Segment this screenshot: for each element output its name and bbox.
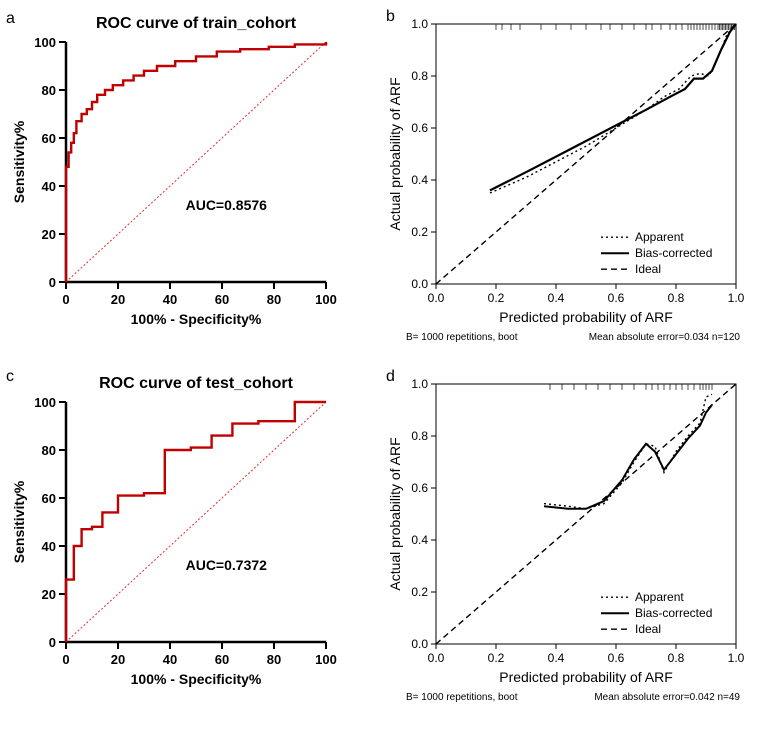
svg-text:0.8: 0.8 [668, 651, 685, 665]
svg-text:0.2: 0.2 [488, 651, 505, 665]
svg-text:ROC curve of test_cohort: ROC curve of test_cohort [99, 375, 293, 392]
svg-text:60: 60 [215, 292, 229, 307]
svg-text:0.6: 0.6 [608, 651, 625, 665]
roc-test-chart: 0 20 40 60 80 100 0 20 40 60 80 100 ROC curve of tes… [6, 366, 366, 706]
svg-text:0.6: 0.6 [608, 291, 625, 305]
svg-text:AUC=0.8576: AUC=0.8576 [186, 197, 268, 213]
svg-text:Actual probability of ARF: Actual probability of ARF [387, 77, 403, 230]
svg-text:0: 0 [49, 275, 56, 290]
calibration-test-chart: 0.0 0.2 0.4 0.6 0.8 1.0 0.0 0.2 0.4 0.6 0.8 1.0 Appa… [380, 368, 761, 738]
svg-text:0: 0 [62, 292, 69, 307]
svg-text:0.8: 0.8 [668, 291, 685, 305]
svg-text:Apparent: Apparent [635, 590, 684, 604]
svg-text:0.0: 0.0 [428, 291, 445, 305]
svg-text:Predicted probability of ARF: Predicted probability of ARF [499, 309, 673, 325]
svg-text:0.6: 0.6 [411, 481, 428, 495]
svg-text:B= 1000 repetitions, boot: B= 1000 repetitions, boot [406, 332, 518, 343]
svg-text:Ideal: Ideal [635, 622, 661, 636]
svg-text:0.6: 0.6 [411, 121, 428, 135]
svg-text:AUC=0.7372: AUC=0.7372 [186, 557, 268, 573]
svg-text:80: 80 [267, 652, 281, 667]
svg-text:60: 60 [42, 131, 56, 146]
svg-text:100: 100 [315, 292, 337, 307]
svg-text:0: 0 [62, 652, 69, 667]
svg-text:0.0: 0.0 [428, 651, 445, 665]
calibration-train-chart: 0.0 0.2 0.4 0.6 0.8 1.0 0.0 0.2 0.4 0.6 0.8 1.0 Appa… [380, 8, 761, 378]
svg-text:Mean absolute error=0.042 n=49: Mean absolute error=0.042 n=49 [594, 692, 740, 703]
svg-text:Apparent: Apparent [635, 230, 684, 244]
svg-text:Bias-corrected: Bias-corrected [635, 606, 712, 620]
svg-text:0.4: 0.4 [411, 533, 428, 547]
svg-text:20: 20 [111, 292, 125, 307]
svg-text:40: 40 [42, 179, 56, 194]
svg-text:100: 100 [34, 35, 56, 50]
svg-text:80: 80 [42, 83, 56, 98]
svg-text:0.8: 0.8 [411, 429, 428, 443]
svg-text:100% - Specificity%: 100% - Specificity% [131, 311, 262, 327]
svg-text:0.8: 0.8 [411, 69, 428, 83]
svg-text:60: 60 [42, 491, 56, 506]
svg-text:0.4: 0.4 [548, 291, 565, 305]
svg-text:100% - Specificity%: 100% - Specificity% [131, 671, 262, 687]
svg-text:1.0: 1.0 [728, 291, 745, 305]
svg-text:0.2: 0.2 [411, 585, 428, 599]
svg-text:0.4: 0.4 [548, 651, 565, 665]
svg-text:Sensitivity%: Sensitivity% [11, 120, 27, 203]
svg-text:Bias-corrected: Bias-corrected [635, 246, 712, 260]
svg-text:20: 20 [42, 587, 56, 602]
svg-text:Ideal: Ideal [635, 262, 661, 276]
svg-text:0: 0 [49, 635, 56, 650]
svg-text:40: 40 [163, 292, 177, 307]
svg-text:100: 100 [315, 652, 337, 667]
svg-text:Mean absolute error=0.034 n=12: Mean absolute error=0.034 n=120 [589, 332, 741, 343]
svg-text:0.0: 0.0 [411, 277, 428, 291]
svg-text:60: 60 [215, 652, 229, 667]
svg-text:1.0: 1.0 [728, 651, 745, 665]
svg-text:0.0: 0.0 [411, 637, 428, 651]
svg-text:Actual probability of ARF: Actual probability of ARF [387, 437, 403, 590]
svg-text:20: 20 [111, 652, 125, 667]
svg-text:1.0: 1.0 [411, 377, 428, 391]
svg-text:1.0: 1.0 [411, 17, 428, 31]
svg-text:0.2: 0.2 [411, 225, 428, 239]
svg-text:40: 40 [163, 652, 177, 667]
svg-text:0.4: 0.4 [411, 173, 428, 187]
roc-train-chart: 0 20 40 60 80 100 0 20 40 60 80 100 ROC curve of tra… [6, 6, 366, 346]
svg-text:100: 100 [34, 395, 56, 410]
svg-text:B= 1000 repetitions, boot: B= 1000 repetitions, boot [406, 692, 518, 703]
svg-text:Sensitivity%: Sensitivity% [11, 480, 27, 563]
svg-text:Predicted probability of ARF: Predicted probability of ARF [499, 669, 673, 685]
svg-text:80: 80 [267, 292, 281, 307]
svg-text:0.2: 0.2 [488, 291, 505, 305]
svg-text:40: 40 [42, 539, 56, 554]
svg-text:80: 80 [42, 443, 56, 458]
svg-text:ROC curve of train_cohort: ROC curve of train_cohort [96, 15, 297, 32]
svg-text:20: 20 [42, 227, 56, 242]
